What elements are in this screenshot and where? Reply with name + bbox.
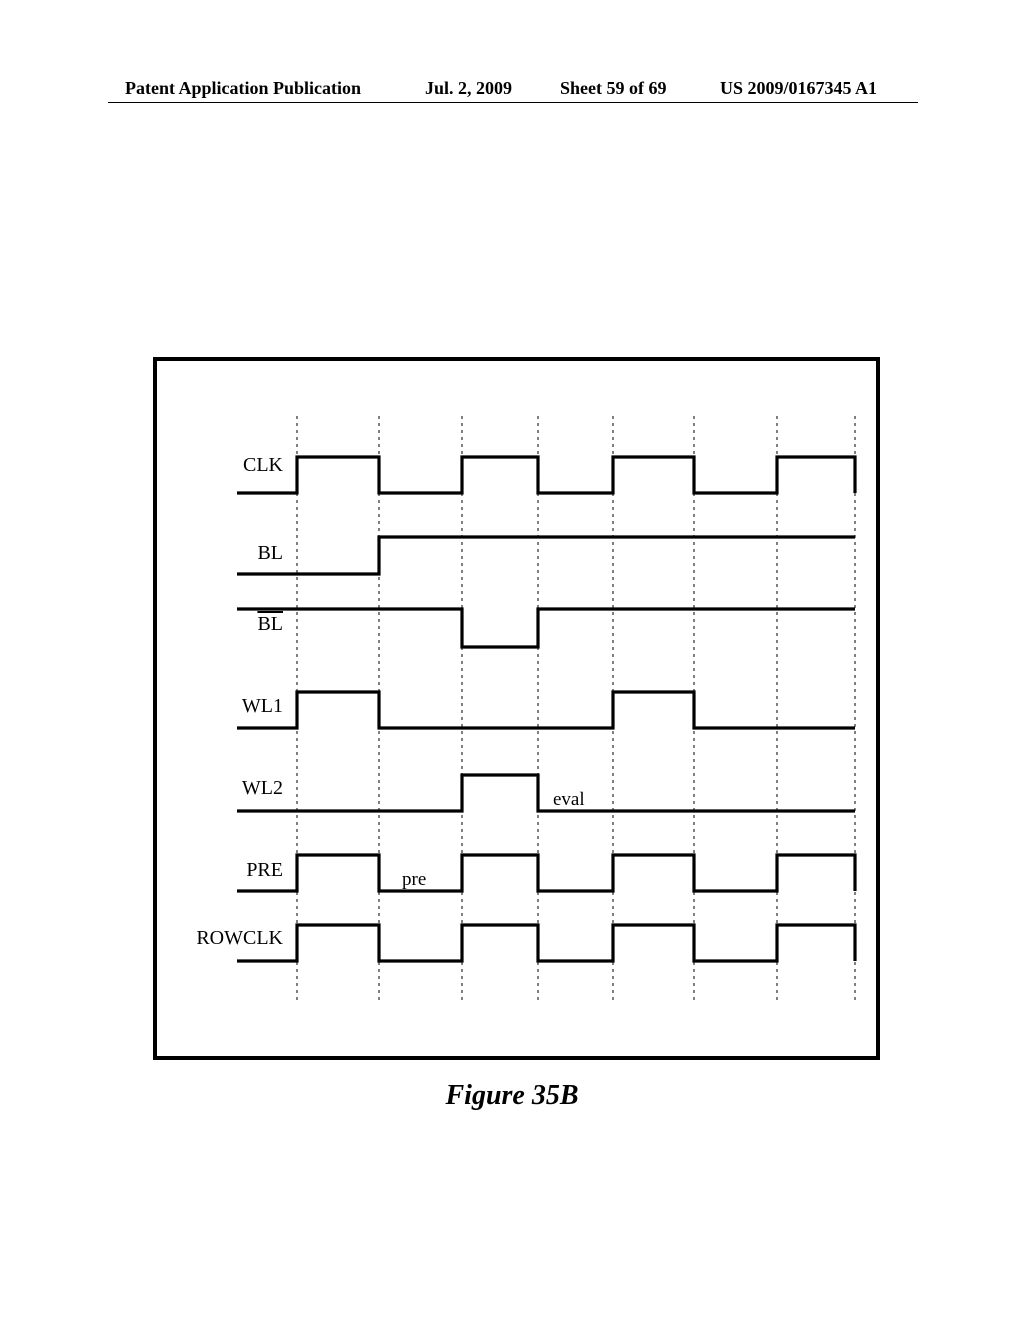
signal-label-wl1: WL1: [153, 695, 283, 718]
figure-label: Figure 35B: [0, 1080, 1024, 1112]
header-pubno: US 2009/0167345 A1: [720, 78, 877, 99]
header-date: Jul. 2, 2009: [425, 78, 512, 99]
signal-label-bl: BL: [153, 542, 283, 565]
signal-label-rowclk: ROWCLK: [153, 927, 283, 950]
signal-label-clk: CLK: [153, 454, 283, 477]
header-sheet: Sheet 59 of 69: [560, 78, 667, 99]
annotation-pre: pre: [402, 869, 426, 891]
header-rule: [108, 102, 918, 103]
annotation-eval: eval: [553, 789, 585, 811]
signal-label-wl2: WL2: [153, 777, 283, 800]
header-publication: Patent Application Publication: [125, 78, 361, 99]
signal-label-blbar: BL: [153, 613, 283, 636]
signal-label-pre: PRE: [153, 859, 283, 882]
